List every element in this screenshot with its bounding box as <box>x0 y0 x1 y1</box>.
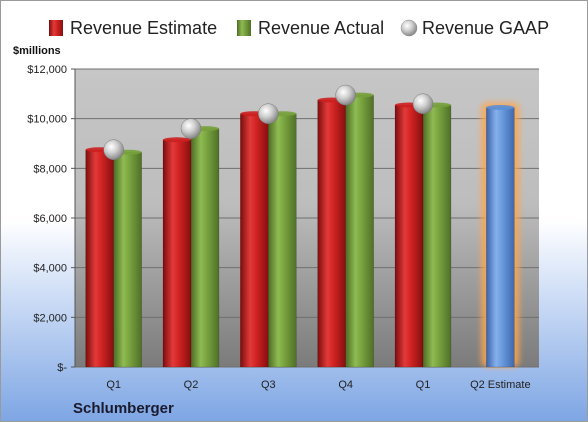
marker-revenue-gaap <box>103 139 124 160</box>
unit-label: $millions <box>13 45 61 57</box>
marker-revenue-gaap <box>412 93 434 115</box>
y-tick-label: $10,000 <box>27 114 67 126</box>
bar-estimate-highlight-cap <box>486 104 515 110</box>
x-tick-label: Q2 Estimate <box>470 379 531 391</box>
x-tick-label: Q1 <box>106 379 121 391</box>
marker-revenue-gaap <box>258 103 279 124</box>
gridlines <box>75 68 539 368</box>
bar-series <box>85 92 520 368</box>
x-axis: Q1 Q2 Q3 Q4 Q1 Q2 Estimate <box>106 379 530 391</box>
marker-revenue-gaap <box>335 84 356 106</box>
bar-revenue-estimate <box>240 113 269 368</box>
legend-label: Revenue GAAP <box>422 18 549 38</box>
bar-revenue-actual <box>345 94 374 368</box>
bar-revenue-actual <box>190 128 220 368</box>
bar-revenue-estimate <box>394 104 424 368</box>
chart-legend: Revenue Estimate Revenue Actual Revenue GA… <box>49 18 549 38</box>
legend-swatch-revenue-estimate <box>49 20 63 36</box>
x-tick-label: Q1 <box>416 379 431 391</box>
x-tick-label: Q4 <box>338 379 353 391</box>
x-tick-label: Q3 <box>261 379 276 391</box>
y-tick-label: $12,000 <box>27 64 67 76</box>
bar-revenue-actual <box>268 113 297 368</box>
legend-swatch-revenue-actual <box>237 20 251 36</box>
legend-label: Revenue Estimate <box>70 18 217 38</box>
company-name: Schlumberger <box>73 400 174 417</box>
bar-revenue-estimate <box>85 149 114 368</box>
y-tick-label: $4,000 <box>33 263 67 275</box>
bar-revenue-estimate <box>317 99 346 368</box>
y-tick-label: $6,000 <box>33 213 67 225</box>
y-axis: $- $2,000 $4,000 $6,000 $8,000 $10,000 $12,000 <box>27 64 76 374</box>
marker-revenue-gaap <box>180 118 202 139</box>
y-tick-label: $- <box>57 362 67 374</box>
bar-revenue-actual <box>113 151 142 368</box>
bar-revenue-estimate-cap <box>163 137 191 143</box>
bar-revenue-actual <box>422 104 452 368</box>
marker-series <box>103 84 434 160</box>
y-tick-label: $8,000 <box>33 163 67 175</box>
bar-revenue-estimate <box>162 139 192 368</box>
x-tick-label: Q2 <box>184 379 199 391</box>
bar-estimate-highlight <box>486 107 515 368</box>
legend-marker-revenue-gaap <box>400 19 418 37</box>
legend-label: Revenue Actual <box>258 18 384 38</box>
y-tick-label: $2,000 <box>33 312 67 324</box>
